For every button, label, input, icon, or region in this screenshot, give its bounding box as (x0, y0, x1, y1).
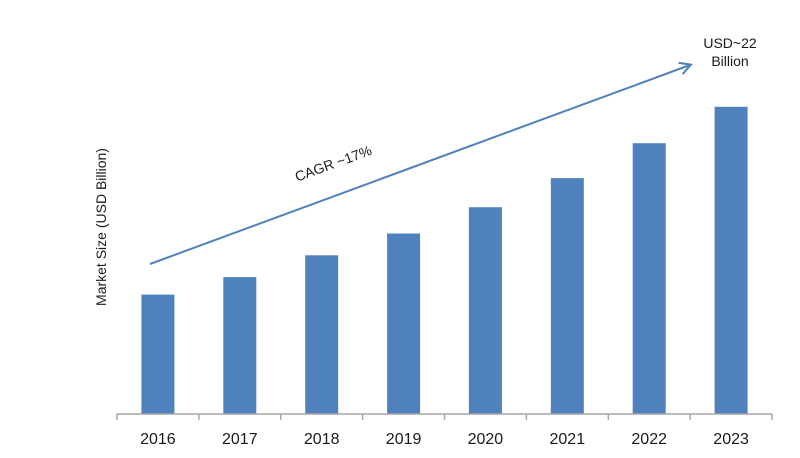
bar-2017 (223, 277, 257, 414)
x-tick-label-2017: 2017 (222, 431, 258, 448)
x-tick-label-2019: 2019 (386, 431, 422, 448)
x-tick-labels: 2016 2017 2018 2019 2020 2021 2022 2023 (140, 431, 749, 448)
bar-2018 (305, 255, 339, 414)
x-tick-label-2022: 2022 (631, 431, 667, 448)
y-axis-title: Market Size (USD Billion) (93, 148, 109, 306)
x-tick-label-2021: 2021 (550, 431, 586, 448)
endpoint-value-label-line1: USD~22 (703, 35, 757, 51)
bars-group (141, 106, 748, 415)
endpoint-value-label-line2: Billion (711, 53, 748, 69)
bar-2021 (550, 178, 584, 414)
x-tick-label-2020: 2020 (468, 431, 504, 448)
x-tick-marks (116, 414, 773, 420)
x-tick-label-2018: 2018 (304, 431, 340, 448)
bar-2020 (468, 207, 502, 414)
cagr-label: CAGR ~17% (293, 142, 374, 185)
bar-2022 (632, 143, 666, 414)
x-tick-label-2023: 2023 (713, 431, 749, 448)
bar-2023 (714, 106, 748, 415)
x-tick-label-2016: 2016 (140, 431, 176, 448)
cagr-trend-arrow (149, 65, 690, 265)
bar-2016 (141, 294, 175, 414)
bar-2019 (387, 233, 421, 414)
